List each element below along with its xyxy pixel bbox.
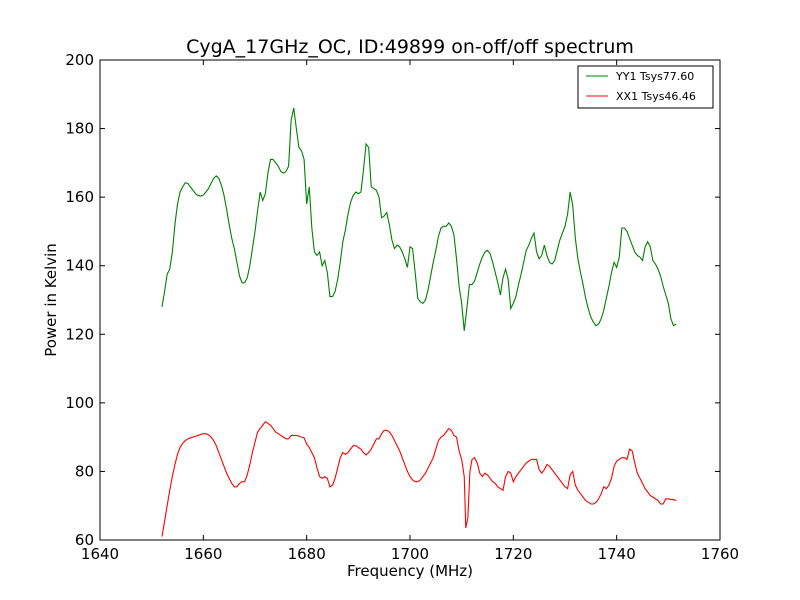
- x-axis: 1640 1660 1680 1700 1720 1740 1760: [81, 60, 739, 563]
- y-tick-label: 80: [75, 462, 94, 480]
- y-tick-label: 160: [65, 188, 94, 206]
- series-line-xx1: [161, 420, 677, 537]
- x-tick-label: 1680: [288, 545, 326, 563]
- x-tick-label: 1700: [391, 545, 429, 563]
- plot-area: [99, 59, 721, 541]
- y-tick-label: 100: [65, 394, 94, 412]
- y-tick-label: 180: [65, 120, 94, 138]
- x-tick-label: 1660: [184, 545, 222, 563]
- x-tick-label: 1640: [81, 545, 119, 563]
- y-tick-label: 120: [65, 325, 94, 343]
- y-tick-label: 140: [65, 257, 94, 275]
- x-axis-label: Frequency (MHz): [347, 562, 473, 580]
- x-tick-label: 1720: [494, 545, 532, 563]
- series-line-yy1: [161, 107, 677, 331]
- legend: YY1 Tsys77.60 XX1 Tsys46.46: [577, 65, 714, 109]
- y-axis-label: Power in Kelvin: [42, 243, 60, 357]
- y-axis: 60 80 100 120 140 160 180 200: [65, 51, 720, 549]
- legend-label: YY1 Tsys77.60: [615, 70, 694, 83]
- series-layer: [161, 107, 677, 537]
- legend-box: [577, 65, 714, 109]
- y-tick-label: 60: [75, 531, 94, 549]
- x-tick-label: 1760: [701, 545, 739, 563]
- x-tick-label: 1740: [598, 545, 636, 563]
- legend-label: XX1 Tsys46.46: [616, 90, 696, 103]
- y-tick-label: 200: [65, 51, 94, 69]
- chart-title: CygA_17GHz_OC, ID:49899 on-off/off spect…: [186, 36, 634, 58]
